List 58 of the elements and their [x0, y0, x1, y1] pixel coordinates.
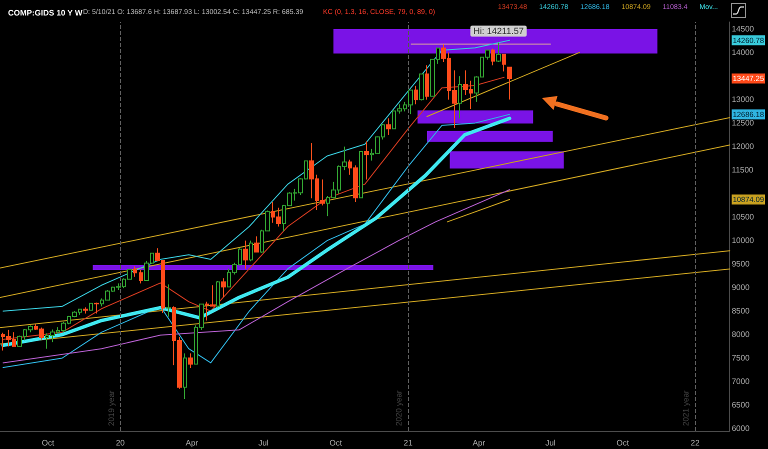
y-tick-label: 6500 [732, 400, 750, 410]
candlestick [249, 240, 253, 262]
candlestick [254, 236, 259, 253]
candlestick [491, 48, 495, 66]
candlestick [216, 280, 220, 308]
annotation: Hi: 14211.57 [473, 26, 524, 36]
y-tick-label: 7000 [732, 377, 750, 386]
x-tick-label: Oct [330, 438, 343, 448]
line-series [2, 40, 510, 312]
candlestick [243, 240, 248, 270]
y-tick-label: 13000 [732, 95, 755, 104]
x-tick-label: Jul [258, 438, 269, 448]
candlestick [221, 278, 226, 298]
x-tick-label: 22 [690, 438, 700, 448]
x-tick-label: 21 [404, 438, 414, 448]
x-tick-label: Oct [616, 438, 630, 448]
y-tick-label: 6000 [732, 424, 750, 434]
candlestick [83, 306, 88, 314]
candlestick [89, 302, 93, 312]
candlestick [166, 284, 171, 318]
y-tick-label: 14000 [732, 48, 755, 58]
ref-line-label: 2019 year [106, 390, 116, 426]
y-tick-label: 8500 [732, 306, 750, 316]
candlestick [502, 53, 506, 72]
x-tick-label: 20 [116, 438, 126, 448]
line-series [2, 76, 505, 340]
candlestick [458, 76, 462, 119]
x-tick-label: Jul [545, 438, 556, 448]
y-tick-label: 10000 [732, 236, 755, 246]
x-tick-label: Apr [472, 438, 486, 448]
candlestick [414, 85, 418, 105]
x-tick-label: Oct [42, 438, 55, 448]
line-series [2, 189, 510, 364]
candlestick [507, 66, 512, 100]
candlestick [359, 150, 363, 199]
x-tick-label: Apr [186, 438, 198, 448]
candlestick [183, 352, 187, 400]
candlestick [139, 269, 143, 284]
y-tick-label: 12500 [732, 118, 755, 128]
candlestick [425, 64, 429, 100]
candlestick [94, 302, 99, 314]
ref-line-label: 2020 year [394, 390, 404, 426]
y-tick-label: 8000 [732, 330, 750, 340]
y-tick-label: 9500 [732, 260, 750, 269]
candlestick [496, 42, 501, 62]
candlestick [133, 266, 137, 278]
y-tick-label: 7500 [732, 354, 750, 363]
candlestick [188, 352, 193, 369]
candlestick [386, 118, 391, 136]
y-tick-label: 11500 [732, 166, 754, 175]
y-tick-label: 9000 [732, 283, 750, 292]
candlestick [364, 140, 369, 180]
chart-title: COMP:GIDS 10 Y W [8, 8, 83, 18]
y-tick-label: 10500 [732, 212, 755, 222]
y-tick-label: 12000 [732, 142, 755, 152]
candlestick [419, 73, 424, 102]
y-tick-label: 14500 [732, 24, 755, 34]
ref-line-label: 2021 year [682, 390, 691, 426]
